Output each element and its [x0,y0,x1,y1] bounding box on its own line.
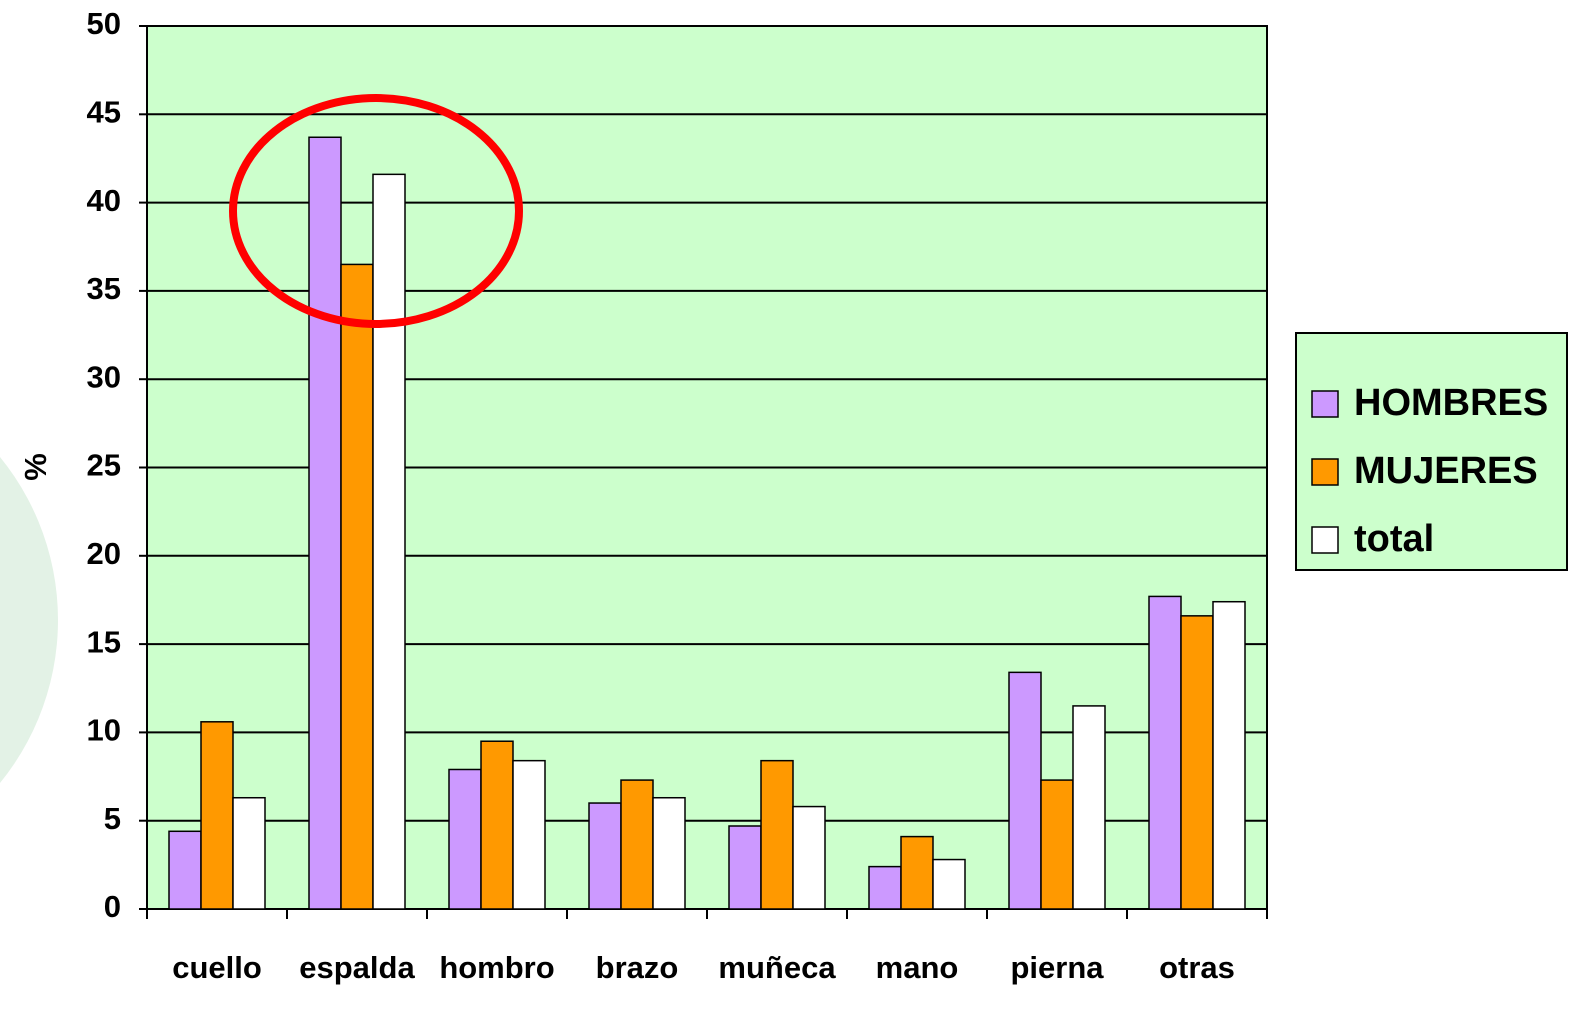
legend-swatch [1311,390,1339,418]
x-tick-label: pierna [1010,950,1104,985]
bar [792,805,826,910]
bar [652,796,686,910]
x-tick-label: espalda [299,950,415,985]
y-tick-label: 50 [87,6,121,41]
x-tick-label: hombro [439,950,554,985]
bar [932,858,966,910]
bar [1148,595,1182,910]
y-tick-label: 20 [87,536,121,571]
bar [1040,779,1074,910]
background-decoration [0,457,58,783]
bar [372,173,406,910]
bar [588,802,622,910]
bar [480,740,514,910]
bar [1180,615,1214,910]
x-tick-label: cuello [172,950,262,985]
y-tick-label: 10 [87,713,121,748]
bar [308,136,342,910]
bar [1212,600,1246,910]
bar [1072,705,1106,910]
bar [232,796,266,910]
y-tick-label: 0 [104,889,121,924]
bar [728,825,762,910]
legend-swatch [1311,458,1339,486]
x-tick-label: muñeca [718,950,836,985]
y-tick-label: 45 [87,94,121,129]
legend-label: HOMBRES [1354,382,1548,424]
bar [1008,671,1042,910]
y-axis-label: % [18,453,53,481]
bar [900,835,934,910]
y-tick-label: 40 [87,183,121,218]
bar [512,759,546,910]
bar [868,865,902,910]
bar [200,721,234,910]
y-tick-label: 30 [87,359,121,394]
legend-box [1295,332,1568,571]
bar [760,759,794,910]
y-tick-label: 25 [87,448,121,483]
legend-label: total [1354,518,1434,560]
legend-swatch [1311,526,1339,554]
bar [620,779,654,910]
x-tick-label: mano [876,950,959,985]
x-tick-label: brazo [596,950,679,985]
y-tick-label: 35 [87,271,121,306]
y-tick-label: 15 [87,624,121,659]
bar [340,263,374,910]
x-tick-label: otras [1159,950,1235,985]
highlight-ellipse [229,94,523,328]
legend-label: MUJERES [1354,450,1538,492]
bar [448,768,482,910]
y-tick-label: 5 [104,801,121,836]
bar [168,830,202,910]
